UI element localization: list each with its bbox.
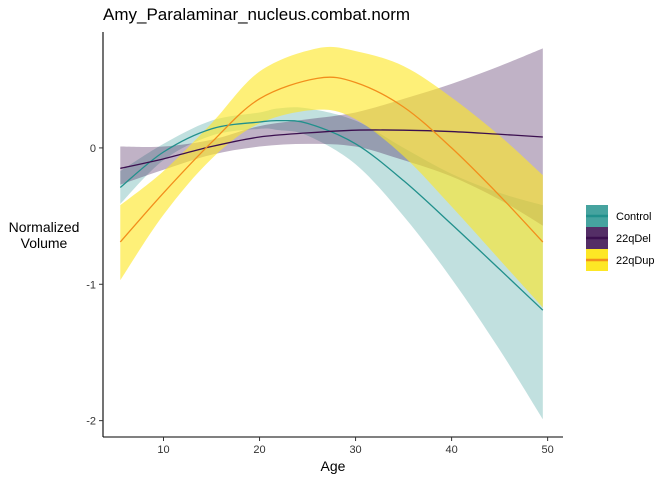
y-axis-title-line-2: Volume [21, 235, 68, 251]
y-tick-label: 0 [90, 143, 96, 155]
x-tick-label: 10 [157, 444, 169, 456]
axes: 10 20 30 40 50 0 -1 -2 [86, 32, 563, 456]
confidence-bands [120, 46, 543, 420]
legend-label-22qdup: 22qDup [616, 255, 655, 267]
x-tick-label: 50 [542, 444, 554, 456]
y-tick-label: -2 [86, 416, 96, 428]
x-axis-title: Age [321, 458, 346, 474]
legend-label-22qdel: 22qDel [616, 233, 651, 245]
line-control [119, 119, 544, 311]
legend-label-control: Control [616, 211, 651, 223]
band-22qdup [120, 46, 543, 308]
x-tick-label: 20 [253, 444, 265, 456]
line-22qdel [120, 129, 543, 169]
chart-title: Amy_Paralaminar_nucleus.combat.norm [103, 5, 410, 24]
x-tick-label: 40 [445, 444, 457, 456]
line-22qdup [119, 76, 544, 243]
fit-lines [119, 76, 544, 311]
x-tick-label: 30 [349, 444, 361, 456]
y-axis-title-line-1: Normalized [9, 219, 80, 235]
legend: Control 22qDel 22qDup [586, 205, 655, 271]
y-tick-label: -1 [86, 279, 96, 291]
